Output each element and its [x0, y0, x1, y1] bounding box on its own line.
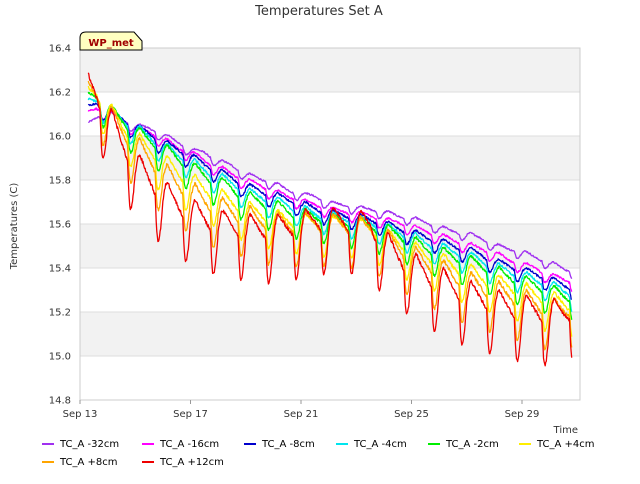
legend-item: TC_A -2cm: [428, 439, 499, 450]
x-axis-label: Time: [553, 425, 578, 436]
grid-band: [80, 136, 580, 180]
x-tick-label: Sep 29: [505, 409, 540, 420]
grid-band: [80, 312, 580, 356]
y-tick-label: 15.0: [49, 352, 71, 363]
legend: TC_A -32cm TC_A -16cm TC_A -8cm TC_A -4cm TC…: [42, 439, 595, 468]
legend-item: TC_A +4cm: [519, 439, 595, 450]
legend-item: TC_A +12cm: [142, 457, 224, 468]
legend-item: TC_A +8cm: [42, 457, 118, 468]
legend-label: TC_A +4cm: [536, 439, 595, 450]
legend-label: TC_A -4cm: [353, 439, 407, 450]
x-tick-label: Sep 25: [394, 409, 429, 420]
x-tick-label: Sep 21: [284, 409, 319, 420]
legend-item: TC_A -4cm: [336, 439, 407, 450]
plot-frame: [79, 47, 581, 401]
y-tick-label: 15.4: [49, 264, 71, 275]
y-axis-label: Temperatures (C): [9, 183, 20, 271]
legend-label: TC_A -8cm: [261, 439, 315, 450]
y-tick-label: 15.8: [49, 176, 71, 187]
legend-item: TC_A -32cm: [42, 439, 119, 450]
legend-label: TC_A -16cm: [159, 439, 219, 450]
chart-title: Temperatures Set A: [254, 4, 383, 19]
legend-label: TC_A +8cm: [59, 457, 118, 468]
grid-band: [80, 48, 580, 92]
site-label: WP_met: [88, 38, 134, 49]
legend-label: TC_A -32cm: [59, 439, 119, 450]
y-tick-label: 15.2: [49, 308, 71, 319]
legend-item: TC_A -8cm: [244, 439, 315, 450]
series-line: [88, 111, 573, 279]
x-tick-label: Sep 13: [63, 409, 98, 420]
y-tick-label: 16.4: [49, 44, 71, 55]
y-tick-label: 14.8: [49, 396, 71, 407]
series-line: [87, 102, 573, 301]
x-tick-label: Sep 17: [173, 409, 208, 420]
y-tick-label: 16.2: [49, 88, 71, 99]
legend-label: TC_A -2cm: [445, 439, 499, 450]
y-tick-label: 15.6: [49, 220, 71, 231]
site-label-badge: WP_met: [79, 31, 143, 51]
series-line: [87, 72, 573, 367]
y-tick-label: 16.0: [49, 132, 71, 143]
legend-label: TC_A +12cm: [159, 457, 224, 468]
legend-item: TC_A -16cm: [142, 439, 219, 450]
